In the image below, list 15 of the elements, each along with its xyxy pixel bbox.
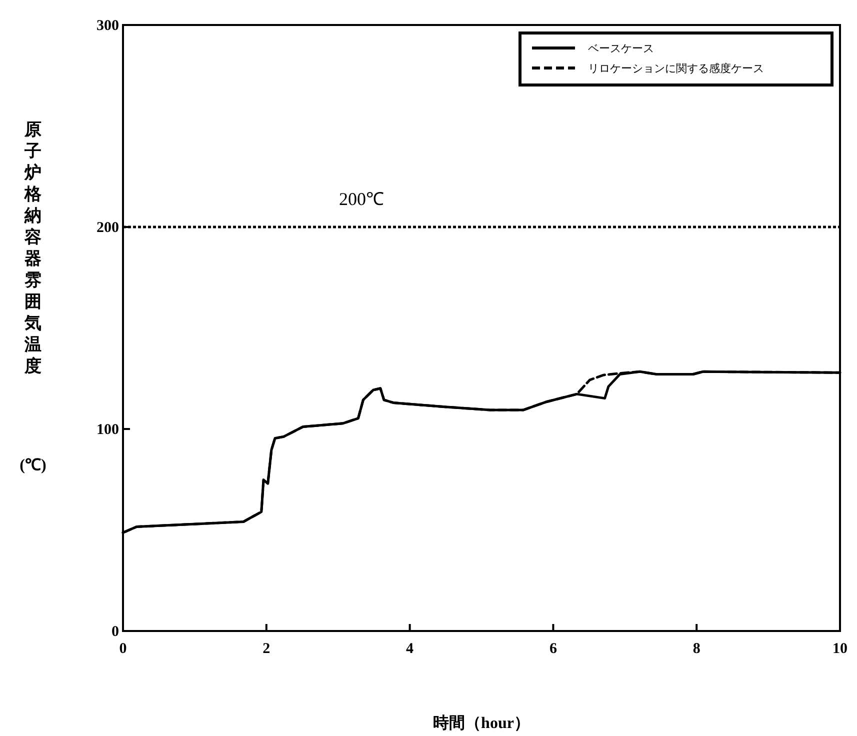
y-tick-label: 100 — [96, 422, 119, 438]
text: 原子炉格納容器雰囲気温度 — [24, 120, 42, 376]
ref-line-label: 200℃ — [339, 189, 384, 209]
y-tick-label: 300 — [96, 18, 119, 34]
legend-label: ベースケース — [588, 42, 654, 55]
y-tick-label: 0 — [112, 624, 119, 640]
text: (℃) — [20, 457, 46, 474]
x-tick-label: 2 — [262, 641, 270, 657]
y-tick-label: 200 — [96, 220, 119, 236]
x-tick-label: 6 — [549, 641, 558, 657]
x-tick-label: 10 — [832, 641, 848, 657]
x-tick-label: 8 — [692, 641, 700, 657]
legend-label: リロケーションに関する感度ケース — [588, 62, 764, 75]
x-tick-label: 4 — [406, 641, 414, 657]
x-axis-title: 時間（hour） — [433, 714, 530, 732]
